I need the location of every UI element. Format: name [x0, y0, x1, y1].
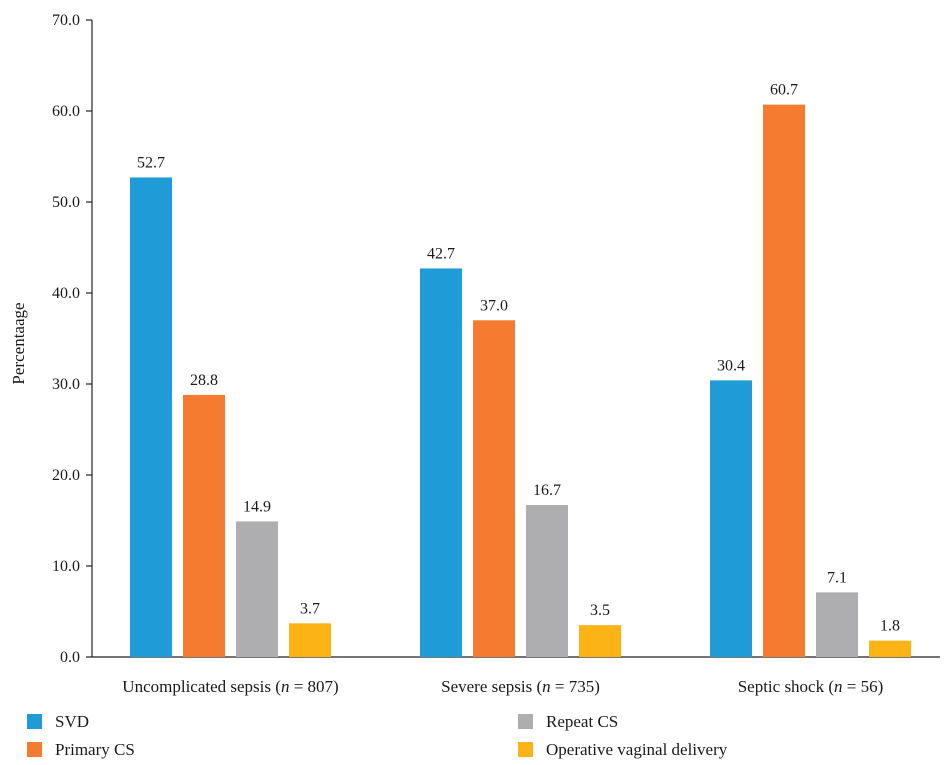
category-labels: Uncomplicated sepsis (n = 807) Severe sep… — [122, 677, 883, 696]
legend-swatch — [518, 742, 533, 757]
data-label: 60.7 — [770, 82, 798, 99]
bar — [763, 104, 805, 657]
legend-label: Repeat CS — [546, 712, 618, 731]
category-label-count: = 807) — [289, 677, 338, 696]
data-label: 42.7 — [427, 245, 455, 262]
bar — [526, 505, 568, 657]
bar — [579, 625, 621, 657]
y-tick-label: 30.0 — [52, 376, 80, 393]
bars — [130, 104, 911, 657]
y-tick-label: 20.0 — [52, 467, 80, 484]
axes: 0.0 10.0 20.0 30.0 40.0 50.0 60.0 70.0 Percentaa… — [9, 12, 940, 666]
data-labels: 52.7 42.7 30.4 28.8 37.0 60.7 14.9 16.7 7.1 3.7 3.… — [137, 82, 900, 635]
bar — [130, 177, 172, 657]
category-label: Severe sepsis (n = 735) — [441, 677, 600, 696]
legend-swatch — [27, 742, 42, 757]
category-label-count: = 56) — [843, 677, 884, 696]
legend-swatch — [27, 714, 42, 729]
category-label: Uncomplicated sepsis (n = 807) — [122, 677, 338, 696]
bar — [183, 394, 225, 657]
y-tick-label: 40.0 — [52, 285, 80, 302]
data-label: 30.4 — [717, 357, 745, 374]
data-label: 28.8 — [190, 372, 218, 389]
bar — [816, 592, 858, 657]
category-label-n: n — [834, 677, 843, 696]
data-label: 14.9 — [243, 498, 271, 515]
legend: SVD Primary CS Repeat CS Operative vaginal … — [27, 712, 728, 759]
data-label: 16.7 — [533, 482, 561, 499]
bar — [710, 380, 752, 657]
legend-label: SVD — [55, 712, 89, 731]
y-tick-label: 50.0 — [52, 194, 80, 211]
data-label: 7.1 — [827, 569, 847, 586]
category-label-text: Septic shock ( — [738, 677, 835, 696]
y-tick-label: 10.0 — [52, 558, 80, 575]
category-label-n: n — [281, 677, 290, 696]
data-label: 3.7 — [300, 600, 320, 617]
category-label-count: = 735) — [551, 677, 600, 696]
data-label: 37.0 — [480, 297, 508, 314]
category-label-n: n — [542, 677, 551, 696]
bar — [473, 320, 515, 657]
bar — [420, 268, 462, 657]
data-label: 52.7 — [137, 154, 165, 171]
data-label: 1.8 — [880, 618, 900, 635]
category-label-text: Uncomplicated sepsis ( — [122, 677, 281, 696]
legend-swatch — [518, 714, 533, 729]
legend-label: Operative vaginal delivery — [546, 740, 728, 759]
y-axis-title: Percentaage — [9, 302, 28, 384]
data-label: 3.5 — [590, 602, 610, 619]
category-label: Septic shock (n = 56) — [738, 677, 884, 696]
bar — [289, 623, 331, 657]
bar — [236, 521, 278, 657]
y-tick-label: 60.0 — [52, 103, 80, 120]
y-tick-label: 0.0 — [60, 649, 80, 666]
category-label-text: Severe sepsis ( — [441, 677, 542, 696]
legend-label: Primary CS — [55, 740, 135, 759]
bar — [869, 640, 911, 657]
y-tick-label: 70.0 — [52, 12, 80, 29]
